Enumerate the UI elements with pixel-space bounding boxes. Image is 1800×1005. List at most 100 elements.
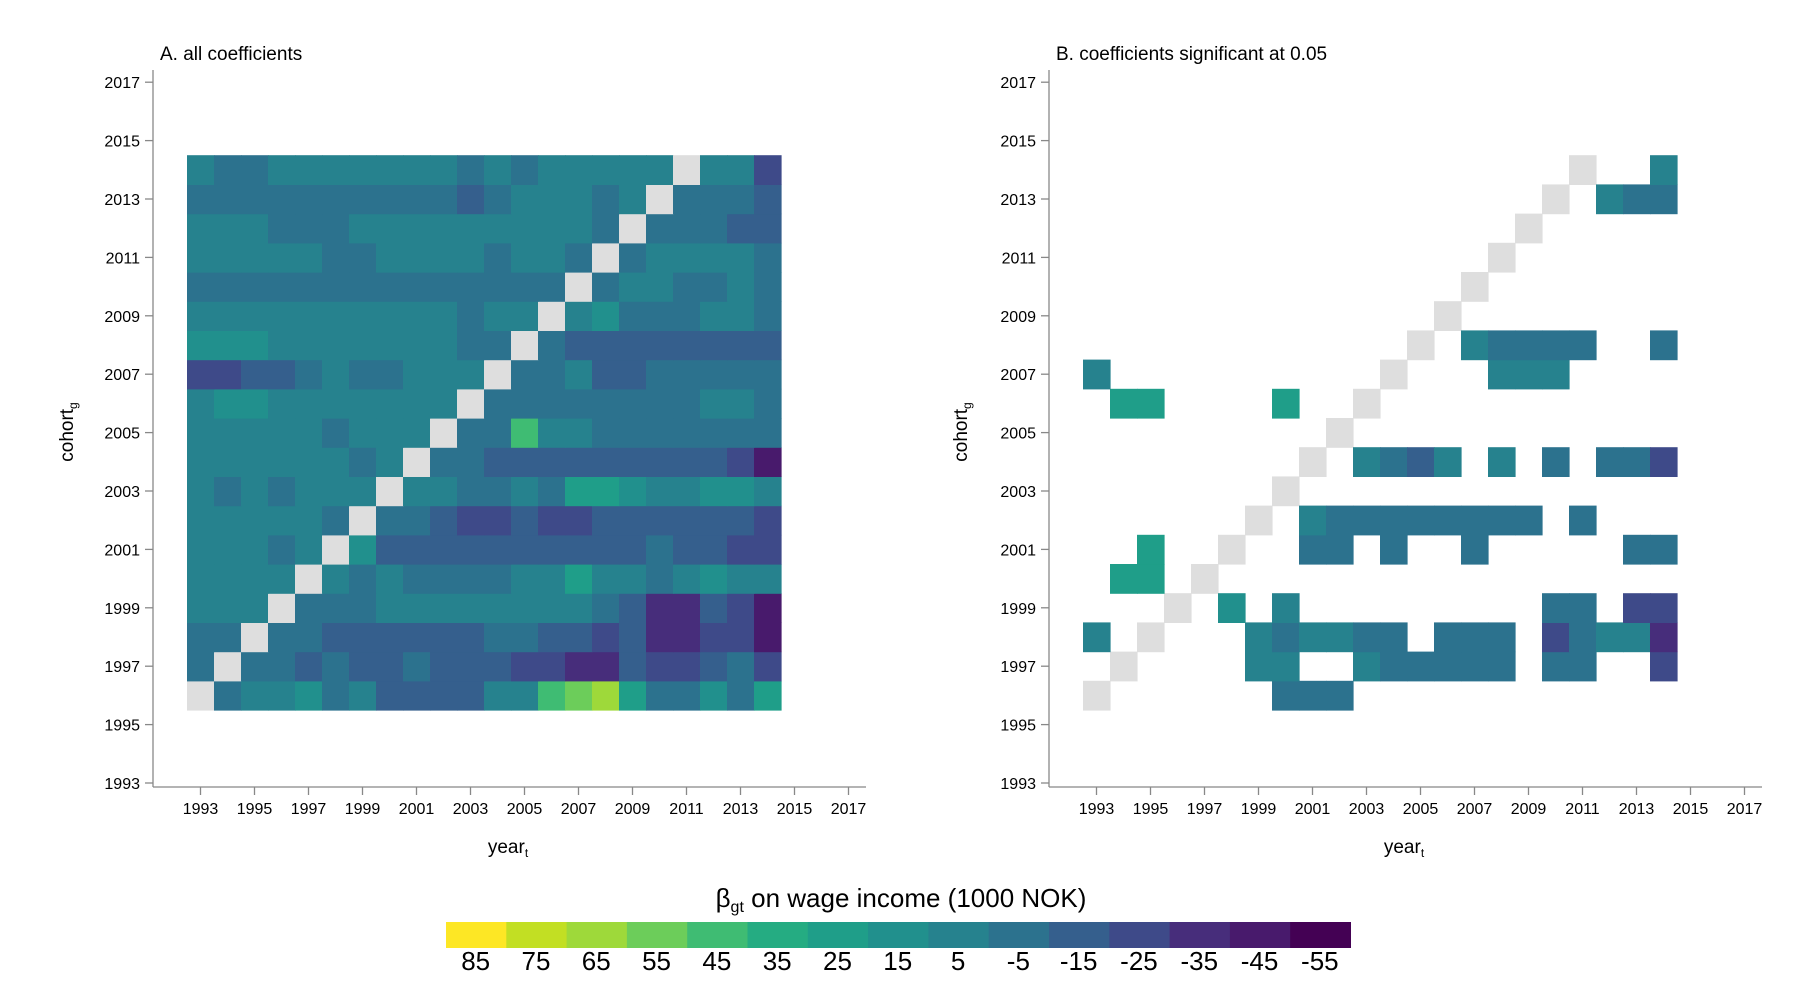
heatmap-cell bbox=[295, 680, 323, 711]
heatmap-cell bbox=[1515, 505, 1543, 536]
heatmap-cell bbox=[1542, 593, 1570, 623]
heatmap-cell bbox=[457, 622, 485, 653]
heatmap-reference-cell bbox=[457, 388, 485, 419]
heatmap-cell bbox=[1488, 622, 1516, 653]
y-tick-label: 2005 bbox=[104, 426, 140, 443]
heatmap-cell bbox=[619, 242, 647, 273]
heatmap-cell bbox=[1461, 505, 1489, 536]
heatmap-reference-cell bbox=[1488, 242, 1516, 273]
heatmap-cell bbox=[754, 155, 782, 185]
heatmap-cell bbox=[1299, 680, 1327, 711]
heatmap-cell bbox=[322, 564, 350, 594]
heatmap-cell bbox=[484, 330, 512, 361]
heatmap-cell bbox=[754, 418, 782, 448]
heatmap-reference-cell bbox=[268, 593, 296, 623]
heatmap-cell bbox=[457, 447, 485, 477]
heatmap-cell bbox=[619, 418, 647, 448]
heatmap-cell bbox=[295, 622, 323, 653]
heatmap-cell bbox=[754, 651, 782, 682]
y-tick-label: 2013 bbox=[104, 192, 140, 209]
heatmap-cell bbox=[1542, 622, 1570, 653]
heatmap-reference-cell bbox=[241, 622, 269, 653]
heatmap-cell bbox=[592, 388, 620, 419]
heatmap-cell bbox=[484, 651, 512, 682]
heatmap-cell bbox=[673, 622, 701, 653]
heatmap-cell bbox=[619, 359, 647, 390]
heatmap-cell bbox=[241, 534, 269, 565]
heatmap-cell bbox=[511, 651, 539, 682]
heatmap-cell bbox=[754, 447, 782, 477]
heatmap-cell bbox=[1623, 184, 1651, 215]
heatmap-cell bbox=[187, 184, 215, 215]
heatmap-cell bbox=[565, 301, 593, 331]
heatmap-cell bbox=[592, 418, 620, 448]
x-tick-label: 2009 bbox=[1511, 801, 1547, 818]
y-tick-label: 2017 bbox=[1000, 75, 1036, 92]
heatmap-cell bbox=[673, 388, 701, 419]
heatmap-cell bbox=[592, 272, 620, 302]
heatmap-cell bbox=[295, 534, 323, 565]
heatmap-cell bbox=[214, 301, 242, 331]
heatmap-cell bbox=[700, 680, 728, 711]
heatmap-cell bbox=[403, 418, 431, 448]
heatmap-cell bbox=[700, 622, 728, 653]
heatmap-cell bbox=[214, 184, 242, 215]
legend-label: -5 bbox=[1007, 946, 1030, 976]
heatmap-cell bbox=[727, 155, 755, 185]
heatmap-cell bbox=[511, 476, 539, 507]
heatmap-cell bbox=[538, 651, 566, 682]
heatmap-cell bbox=[673, 359, 701, 390]
heatmap-cell bbox=[592, 359, 620, 390]
heatmap-cell bbox=[511, 388, 539, 419]
heatmap-cell bbox=[349, 447, 377, 477]
heatmap-cell bbox=[1650, 651, 1678, 682]
y-tick-label: 2001 bbox=[104, 542, 140, 559]
heatmap-reference-cell bbox=[295, 564, 323, 594]
heatmap-cell bbox=[268, 155, 296, 185]
x-tick-label: 1993 bbox=[1079, 801, 1115, 818]
heatmap-cell bbox=[511, 447, 539, 477]
heatmap-cell bbox=[349, 213, 377, 244]
heatmap-cell bbox=[187, 330, 215, 361]
heatmap-cell bbox=[538, 359, 566, 390]
heatmap-cell bbox=[619, 593, 647, 623]
x-tick-label: 2013 bbox=[723, 801, 759, 818]
heatmap-cell bbox=[1326, 534, 1354, 565]
heatmap-cell bbox=[1461, 330, 1489, 361]
heatmap-cell bbox=[727, 564, 755, 594]
heatmap-reference-cell bbox=[214, 651, 242, 682]
heatmap-cell bbox=[565, 242, 593, 273]
heatmap-cell bbox=[1380, 622, 1408, 653]
heatmap-cell bbox=[511, 272, 539, 302]
heatmap-cell bbox=[295, 242, 323, 273]
heatmap-cell bbox=[1326, 622, 1354, 653]
heatmap-cell bbox=[1407, 505, 1435, 536]
heatmap-cell bbox=[1542, 359, 1570, 390]
heatmap-cell bbox=[565, 359, 593, 390]
heatmap-reference-cell bbox=[1326, 418, 1354, 448]
heatmap-cell bbox=[1623, 622, 1651, 653]
heatmap-cell bbox=[403, 564, 431, 594]
heatmap-cell bbox=[1461, 651, 1489, 682]
heatmap-cell bbox=[592, 155, 620, 185]
heatmap-cell bbox=[1650, 155, 1678, 185]
heatmap-cell bbox=[430, 651, 458, 682]
heatmap-cell bbox=[457, 505, 485, 536]
heatmap-cell bbox=[565, 330, 593, 361]
heatmap-cell bbox=[673, 680, 701, 711]
legend-swatch bbox=[506, 922, 568, 948]
heatmap-cell bbox=[1326, 680, 1354, 711]
heatmap-cell bbox=[403, 593, 431, 623]
heatmap-cell bbox=[592, 184, 620, 215]
heatmap-cell bbox=[646, 418, 674, 448]
x-tick-label: 2015 bbox=[1673, 801, 1709, 818]
heatmap-cell bbox=[511, 680, 539, 711]
heatmap-cell bbox=[1434, 651, 1462, 682]
y-tick-label: 2011 bbox=[1002, 250, 1037, 267]
y-tick-label: 2003 bbox=[1000, 484, 1036, 501]
heatmap-cell bbox=[241, 359, 269, 390]
heatmap-cell bbox=[241, 651, 269, 682]
heatmap-cell bbox=[187, 359, 215, 390]
heatmap-cell bbox=[268, 680, 296, 711]
heatmap-cell bbox=[241, 242, 269, 273]
